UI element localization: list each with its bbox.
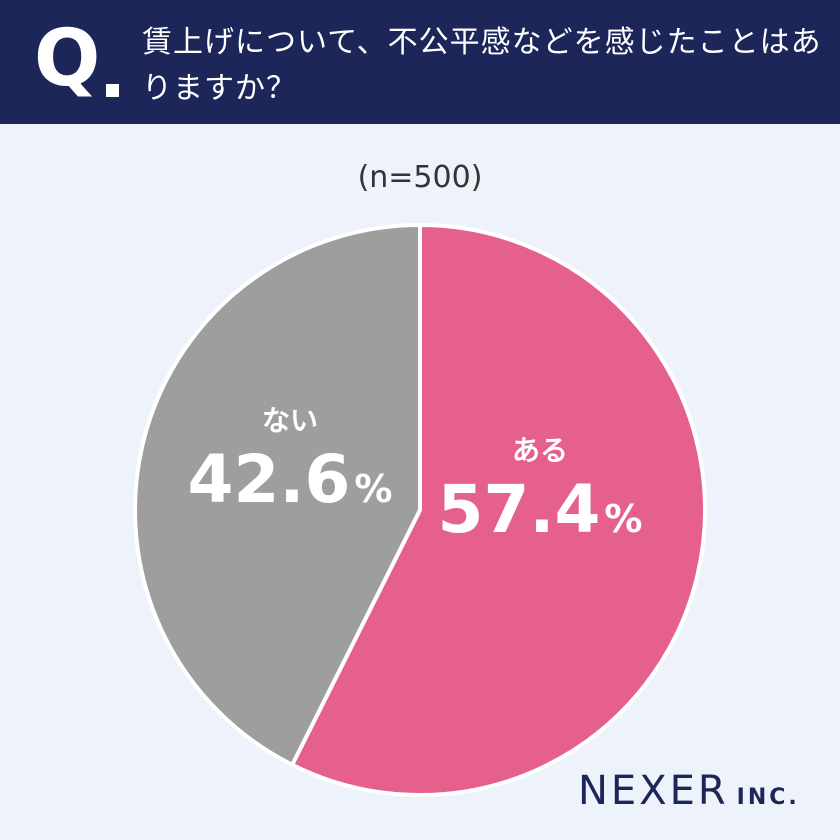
question-text: 賃上げについて、不公平感などを感じたことはありますか？	[142, 25, 822, 106]
slice-label-yes: ある	[512, 434, 568, 467]
q-mark: Q	[34, 14, 101, 104]
question-header: Q 賃上げについて、不公平感などを感じたことはありますか？	[0, 0, 840, 124]
q-mark-dot	[106, 84, 119, 97]
brand-logo: NEXER INC.	[578, 768, 800, 814]
pie-slice-no	[133, 223, 422, 767]
sample-size: (n=500)	[357, 160, 483, 195]
slice-label-no: ない	[262, 404, 318, 437]
slice-value-no: 42.6%	[188, 441, 393, 518]
brand-suffix: INC.	[736, 785, 800, 810]
brand-name: NEXER	[578, 768, 729, 814]
slice-value-yes: 57.4%	[438, 471, 643, 548]
pie-slice-yes	[290, 223, 707, 797]
